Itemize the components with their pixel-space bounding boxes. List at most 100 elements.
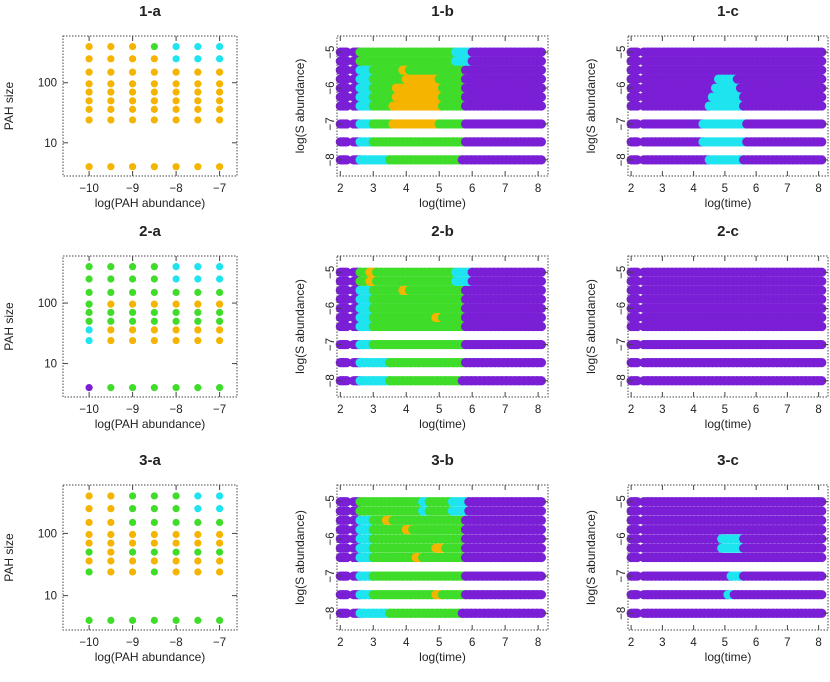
scatter-point xyxy=(216,288,224,297)
y-tick-label: 10 xyxy=(44,359,57,371)
scatter-point xyxy=(150,275,158,283)
x-tick-label: −8 xyxy=(170,404,183,416)
x-tick-label: −8 xyxy=(170,637,183,649)
scatter-point xyxy=(150,300,158,308)
y-tick-label: 10 xyxy=(44,138,57,150)
panel-1-c: 1-c 2 3 4 5 6 7 8 −8 −7 −6 −5 log(time) log(S abundan… xyxy=(584,3,829,210)
x-tick-label: 5 xyxy=(436,183,442,195)
x-tick-label: −10 xyxy=(79,637,99,649)
scatter-point xyxy=(172,275,180,283)
data-point xyxy=(536,590,547,600)
scatter-point xyxy=(107,384,115,392)
scatter-point xyxy=(194,568,202,576)
y-tick-label: −7 xyxy=(325,338,337,351)
scatter-point xyxy=(85,68,93,76)
scatter-point xyxy=(129,88,137,96)
scatter-point xyxy=(194,557,202,565)
scatter-point xyxy=(85,300,93,308)
scatter-point xyxy=(107,539,115,547)
panel-title: 1-c xyxy=(717,3,739,20)
scatter-point xyxy=(129,518,137,527)
scatter-point xyxy=(194,88,202,96)
y-tick-label: −8 xyxy=(616,607,628,620)
x-tick-label: 7 xyxy=(784,404,790,416)
scatter-point xyxy=(216,317,224,325)
data-point xyxy=(536,119,547,129)
scatter-point xyxy=(194,300,202,308)
panel-1-a: 1-a −10 −9 −8 −7 10 100 log(PAH abundance) PAH s… xyxy=(2,3,238,210)
scatter-point xyxy=(129,530,137,539)
y-tick-label: −5 xyxy=(616,495,628,508)
x-tick-label: 5 xyxy=(722,183,728,195)
scatter-point xyxy=(172,300,180,308)
scatter-point xyxy=(172,288,180,297)
scatter-point xyxy=(85,492,93,500)
panel-3-c: 3-c 2 3 4 5 6 7 8 −8 −7 −6 −5 log(time) log(S abundan… xyxy=(584,452,829,664)
data-point xyxy=(817,358,827,368)
x-tick-label: 5 xyxy=(436,637,442,649)
data-point xyxy=(536,525,547,535)
data-point xyxy=(342,267,352,277)
scatter-point xyxy=(194,68,202,76)
y-axis-label: log(S abundance) xyxy=(293,59,307,154)
scatter-point xyxy=(129,548,137,556)
scatter-point xyxy=(216,616,224,624)
panel-2-b: 2-b 2 3 4 5 6 7 8 −8 −7 −6 −5 log(time) log(S abundan… xyxy=(293,223,549,431)
panel-title: 2-a xyxy=(139,223,161,240)
data-point xyxy=(342,285,352,295)
scatter-point xyxy=(172,105,180,113)
scatter-point xyxy=(172,80,180,88)
scatter-point xyxy=(129,263,137,271)
scatter-point xyxy=(150,97,158,105)
scatter-point xyxy=(129,308,137,317)
y-tick-label: −7 xyxy=(325,117,337,130)
x-tick-label: 4 xyxy=(690,637,697,649)
data-point xyxy=(817,376,827,386)
scatter-point xyxy=(216,263,224,271)
panel-title: 2-c xyxy=(717,223,739,240)
scatter-point xyxy=(194,80,202,88)
data-point xyxy=(536,285,547,295)
axis-frame xyxy=(627,484,829,631)
scatter-point xyxy=(107,300,115,308)
x-tick-label: 8 xyxy=(535,637,541,649)
scatter-point xyxy=(107,105,115,113)
data-point xyxy=(342,276,352,286)
panel-title: 3-a xyxy=(139,452,161,469)
scatter-point xyxy=(150,539,158,547)
x-tick-label: −9 xyxy=(126,404,139,416)
data-point xyxy=(342,321,352,332)
data-point xyxy=(536,571,547,581)
data-point xyxy=(817,155,827,165)
scatter-point xyxy=(150,116,158,124)
y-tick-label: −6 xyxy=(325,302,337,315)
y-tick-label: 10 xyxy=(44,591,57,603)
scatter-point xyxy=(150,80,158,88)
data-point xyxy=(817,267,827,277)
scatter-point xyxy=(216,492,224,500)
scatter-point xyxy=(194,317,202,325)
data-point xyxy=(342,101,352,111)
data-point xyxy=(536,376,547,386)
axis-frame xyxy=(62,35,238,177)
data-point xyxy=(817,276,827,286)
data-point xyxy=(342,312,352,323)
scatter-point xyxy=(85,116,93,124)
data-point xyxy=(536,312,547,323)
scatter-point xyxy=(216,530,224,539)
data-point xyxy=(342,65,352,75)
scatter-point xyxy=(129,384,137,392)
y-axis-label: log(S abundance) xyxy=(293,279,307,374)
scatter-point xyxy=(194,530,202,539)
x-tick-label: −7 xyxy=(213,183,226,195)
scatter-point xyxy=(107,492,115,500)
scatter-point xyxy=(107,97,115,105)
y-tick-label: −6 xyxy=(616,302,628,315)
data-point xyxy=(817,497,827,507)
scatter-point xyxy=(172,88,180,96)
y-axis-label: log(S abundance) xyxy=(293,510,307,605)
x-tick-label: 3 xyxy=(370,183,376,195)
y-axis-label: PAH size xyxy=(2,302,16,351)
scatter-point xyxy=(150,505,158,513)
panel-title: 1-b xyxy=(431,3,454,20)
